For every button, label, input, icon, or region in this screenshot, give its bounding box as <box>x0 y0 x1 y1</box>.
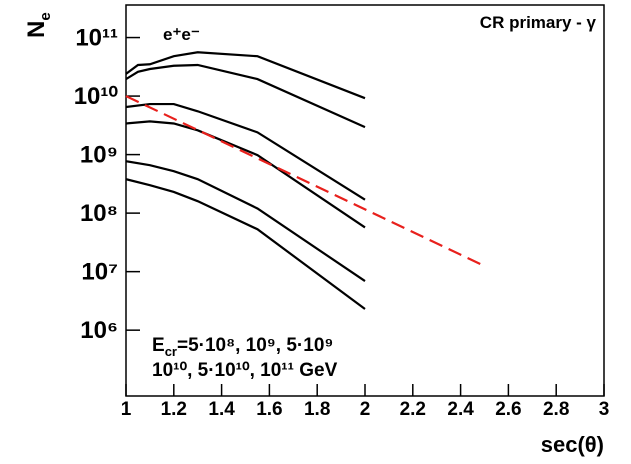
x-tick-label: 1.4 <box>208 399 235 420</box>
series-line <box>125 160 366 282</box>
x-tick-label: 2 <box>360 399 371 420</box>
y-tick-label: 10⁹ <box>80 142 118 169</box>
energy-label: Ecr=5·10⁸, 10⁹, 5·10⁹ <box>152 335 333 359</box>
x-tick-label: 1.2 <box>161 399 187 420</box>
x-tick-label: 3 <box>599 399 610 420</box>
x-tick-label: 1 <box>121 399 132 420</box>
annotation: CR primary - γ <box>480 13 597 32</box>
series-line <box>125 63 366 129</box>
x-tick-label: 2.6 <box>495 399 521 420</box>
y-tick-label: 10¹¹ <box>75 25 118 52</box>
x-tick-label: 1.6 <box>256 399 282 420</box>
series-line <box>125 120 366 229</box>
energy-symbol: E <box>152 335 165 356</box>
y-tick-label: 10¹⁰ <box>74 83 119 110</box>
annotation: e⁺e⁻ <box>163 25 200 44</box>
series-line <box>125 178 366 310</box>
energy-line1: =5·10⁸, 10⁹, 5·10⁹ <box>177 335 333 356</box>
x-tick-label: 1.8 <box>304 399 330 420</box>
x-tick-label: 2.4 <box>447 399 474 420</box>
y-axis-title: Ne <box>23 12 54 38</box>
y-axis-title-main: N <box>23 21 50 38</box>
x-tick-label: 2.8 <box>543 399 569 420</box>
x-axis-title: sec(θ) <box>541 432 604 457</box>
energy-sub: cr <box>165 344 177 359</box>
energy-label: 10¹⁰, 5·10¹⁰, 10¹¹ GeV <box>152 360 338 381</box>
series-line <box>125 95 485 267</box>
y-tick-label: 10⁷ <box>81 259 118 286</box>
y-axis-title-sub: e <box>37 12 54 20</box>
y-tick-label: 10⁶ <box>80 317 118 344</box>
y-tick-label: 10⁸ <box>80 200 118 227</box>
x-tick-label: 2.2 <box>400 399 426 420</box>
series-line <box>125 51 366 100</box>
